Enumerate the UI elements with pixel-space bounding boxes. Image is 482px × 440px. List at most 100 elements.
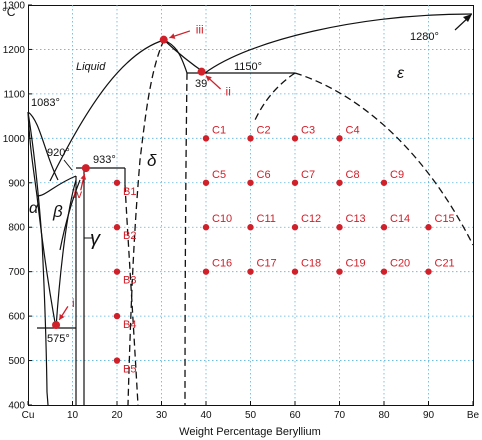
sample-points: B1 B2 B3 B4 B5 C1 C2 C3 C4 C5 C6 C7 C8 C9 C10 C11 C12 C13… — [113, 124, 455, 376]
x-tick-label: 30 — [156, 410, 168, 421]
sample-label-b2: B2 — [123, 230, 136, 242]
beta-left — [36, 195, 57, 329]
grid-lines — [28, 5, 473, 405]
sample-label-c19: C19 — [346, 258, 366, 270]
x-tick-label: 10 — [67, 410, 79, 421]
sample-point-c20 — [380, 268, 388, 275]
sample-label-c1: C1 — [212, 124, 226, 136]
special-arrowhead-iii — [169, 33, 176, 39]
sample-point-c7 — [291, 179, 299, 186]
y-tick-label: 700 — [8, 267, 25, 278]
sample-point-b5 — [113, 357, 121, 364]
sample-point-c12 — [291, 224, 299, 231]
alpha-upper — [27, 111, 38, 197]
x-tick-label: 60 — [289, 410, 301, 421]
sample-point-c9 — [380, 179, 388, 186]
y-axis-ticks: 1300 1200 1100 1000 900 800 700 600 500 400 — [3, 1, 32, 412]
sample-label-b1: B1 — [123, 186, 136, 198]
special-point-iv — [81, 164, 90, 173]
temp-933: 933° — [93, 154, 116, 166]
sample-point-c11 — [247, 224, 254, 231]
epsilon-left-boundary — [184, 72, 188, 406]
x-tick-label: 20 — [111, 410, 123, 421]
beta-right — [55, 179, 77, 329]
sample-label-c15: C15 — [435, 213, 455, 225]
sample-point-c17 — [247, 268, 254, 275]
gamma-lower-curve — [59, 179, 81, 251]
temperature-labels: 1083° 920° 933° 1150° 1280° 575° 39 — [31, 14, 472, 345]
sample-point-c13 — [336, 224, 343, 231]
epsilon-boundary-upper — [294, 72, 474, 246]
y-tick-label: 1300 — [3, 1, 26, 12]
sample-point-c8 — [336, 179, 343, 186]
phase-label-liquid: Liquid — [76, 61, 106, 73]
sample-label-c21: C21 — [435, 258, 455, 270]
special-arrowhead-ii — [205, 75, 212, 82]
temp-1150: 1150° — [234, 61, 262, 73]
sample-label-c4: C4 — [346, 124, 360, 136]
temp-1083: 1083° — [31, 97, 60, 109]
phase-label-gamma: γ — [90, 228, 101, 250]
special-arrowhead-iv — [80, 173, 87, 180]
sample-point-c14 — [380, 224, 388, 231]
phase-label-epsilon: ε — [397, 65, 405, 82]
temp-920-pointer — [63, 159, 73, 171]
liquidus-main — [49, 39, 165, 182]
sample-label-c16: C16 — [212, 258, 232, 270]
special-label-iii: iii — [196, 23, 204, 37]
y-unit-label: °C — [2, 5, 16, 19]
x-tick-label: Be — [467, 410, 480, 421]
special-point-i — [52, 321, 61, 329]
phase-boundaries-solid — [27, 13, 473, 406]
sample-label-c3: C3 — [301, 124, 315, 136]
sample-label-c5: C5 — [212, 169, 226, 181]
x-axis-ticks: Cu 10 20 30 40 50 60 70 80 90 Be — [22, 401, 480, 421]
sample-label-b4: B4 — [123, 319, 136, 331]
sample-point-c16 — [202, 268, 210, 275]
sample-point-c5 — [202, 179, 210, 186]
liquidus-down-to-1150 — [163, 39, 206, 74]
sample-point-c21 — [425, 268, 432, 275]
sample-point-b1 — [113, 179, 121, 186]
y-tick-label: 1200 — [3, 45, 26, 56]
phase-label-alpha: α — [29, 200, 39, 217]
special-label-iv: iv — [74, 187, 83, 201]
x-axis-title: Weight Percentage Beryllium — [179, 426, 321, 438]
sample-label-c11: C11 — [257, 213, 276, 225]
temp-920: 920° — [47, 147, 70, 159]
temp-1280-arrowhead — [463, 14, 472, 22]
x-tick-label: 50 — [245, 410, 257, 421]
y-tick-label: 900 — [8, 178, 25, 189]
sample-label-c18: C18 — [301, 258, 321, 270]
special-arrowhead-i — [59, 313, 65, 320]
phase-label-delta: δ — [147, 151, 157, 170]
sample-label-c14: C14 — [390, 213, 410, 225]
y-tick-label: 1000 — [3, 134, 26, 145]
sample-point-c1 — [202, 135, 210, 142]
sample-label-c10: C10 — [212, 213, 232, 225]
sample-label-c2: C2 — [257, 124, 271, 136]
sample-point-c19 — [336, 268, 343, 275]
sample-label-c7: C7 — [301, 169, 315, 181]
special-point-ii — [197, 67, 206, 76]
sample-label-b3: B3 — [123, 275, 136, 287]
special-label-ii: ii — [226, 85, 231, 99]
sample-label-c8: C8 — [346, 169, 360, 181]
plot-frame — [28, 5, 474, 406]
temp-575: 575° — [47, 333, 70, 345]
x-tick-label: 40 — [200, 410, 212, 421]
sample-label-c13: C13 — [346, 213, 366, 225]
sample-point-c18 — [291, 268, 299, 275]
sample-label-c9: C9 — [390, 169, 404, 181]
sample-label-c12: C12 — [301, 213, 321, 225]
x-tick-label: Cu — [22, 410, 35, 421]
sample-label-c6: C6 — [257, 169, 271, 181]
beta-top — [36, 175, 77, 197]
sample-point-c4 — [336, 135, 343, 142]
y-tick-label: 400 — [8, 401, 25, 412]
y-tick-label: 800 — [8, 223, 25, 234]
phase-labels: Liquid α β γ δ ε — [29, 61, 405, 250]
sample-point-b4 — [113, 312, 121, 320]
